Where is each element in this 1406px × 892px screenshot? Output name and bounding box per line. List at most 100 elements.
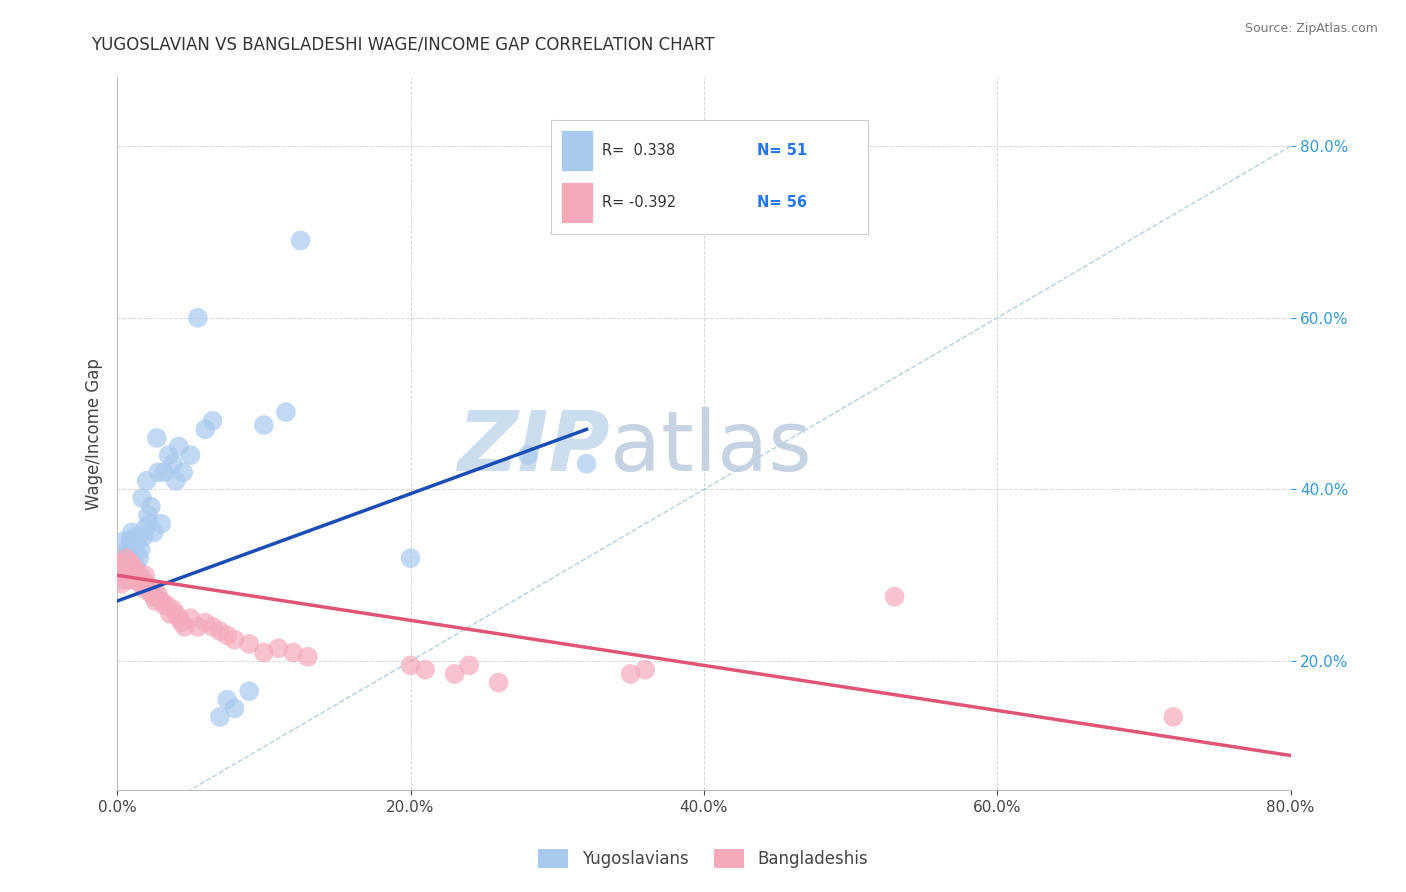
Point [139, 500, 162, 514]
Point [634, 663, 657, 677]
Point [136, 508, 159, 523]
Point [125, 564, 148, 578]
Point [129, 577, 152, 591]
Point [194, 422, 217, 436]
Point [120, 555, 142, 569]
Point [112, 555, 135, 569]
Point [162, 602, 184, 616]
Point [201, 620, 224, 634]
Point [173, 620, 195, 634]
Point [224, 701, 246, 715]
Point [118, 573, 141, 587]
Point [108, 559, 131, 574]
Point [124, 530, 146, 544]
Point [180, 611, 202, 625]
Point [172, 465, 194, 479]
Point [167, 440, 190, 454]
Point [253, 646, 276, 660]
Point [143, 594, 166, 608]
Point [162, 457, 184, 471]
Point [159, 607, 181, 621]
Point [187, 310, 209, 325]
Point [208, 624, 231, 638]
Point [153, 465, 176, 479]
Point [201, 414, 224, 428]
Point [121, 525, 143, 540]
Point [165, 474, 187, 488]
Text: atlas: atlas [610, 408, 811, 489]
Point [132, 581, 155, 595]
Point [141, 581, 163, 595]
Point [127, 573, 149, 587]
Point [157, 448, 180, 462]
Point [516, 448, 538, 462]
Point [443, 667, 465, 681]
Point [142, 525, 165, 540]
Point [127, 533, 149, 548]
Point [110, 573, 132, 587]
Point [112, 551, 135, 566]
Point [114, 533, 136, 548]
Point [117, 555, 139, 569]
Point [128, 551, 150, 566]
Point [194, 615, 217, 630]
Point [115, 551, 138, 566]
Point [114, 564, 136, 578]
Point [253, 418, 276, 433]
Point [156, 599, 179, 613]
Point [108, 564, 131, 578]
Point [290, 234, 312, 248]
Point [146, 431, 169, 445]
Point [117, 542, 139, 557]
Point [142, 590, 165, 604]
Point [267, 641, 290, 656]
Point [883, 590, 905, 604]
Text: Source: ZipAtlas.com: Source: ZipAtlas.com [1244, 22, 1378, 36]
Point [153, 599, 176, 613]
Point [132, 530, 155, 544]
Point [170, 615, 193, 630]
Point [413, 663, 436, 677]
Point [128, 568, 150, 582]
Point [274, 405, 297, 419]
Point [399, 551, 422, 566]
Text: YUGOSLAVIAN VS BANGLADESHI WAGE/INCOME GAP CORRELATION CHART: YUGOSLAVIAN VS BANGLADESHI WAGE/INCOME G… [91, 36, 716, 54]
Point [122, 551, 145, 566]
Point [118, 547, 141, 561]
Point [619, 667, 641, 681]
Point [135, 577, 157, 591]
Point [283, 646, 305, 660]
Point [110, 577, 132, 591]
Point [148, 590, 170, 604]
Point [167, 611, 190, 625]
Point [297, 649, 319, 664]
Point [146, 585, 169, 599]
Point [124, 568, 146, 582]
Point [208, 710, 231, 724]
Point [115, 573, 138, 587]
Point [488, 675, 510, 690]
Point [131, 573, 153, 587]
Point [238, 684, 260, 698]
Text: ZIP: ZIP [457, 408, 610, 489]
Point [150, 516, 173, 531]
Point [121, 573, 143, 587]
Point [1161, 710, 1184, 724]
Point [115, 568, 138, 582]
Point [124, 542, 146, 557]
Point [125, 559, 148, 574]
Y-axis label: Wage/Income Gap: Wage/Income Gap [86, 358, 103, 509]
Point [238, 637, 260, 651]
Point [134, 521, 156, 535]
Point [180, 448, 202, 462]
Point [114, 568, 136, 582]
Point [187, 620, 209, 634]
Point [117, 559, 139, 574]
Point [217, 628, 239, 642]
Point [575, 457, 598, 471]
Legend: Yugoslavians, Bangladeshis: Yugoslavians, Bangladeshis [531, 842, 875, 875]
Point [165, 607, 187, 621]
Point [135, 474, 157, 488]
Point [217, 692, 239, 706]
Point [138, 585, 160, 599]
